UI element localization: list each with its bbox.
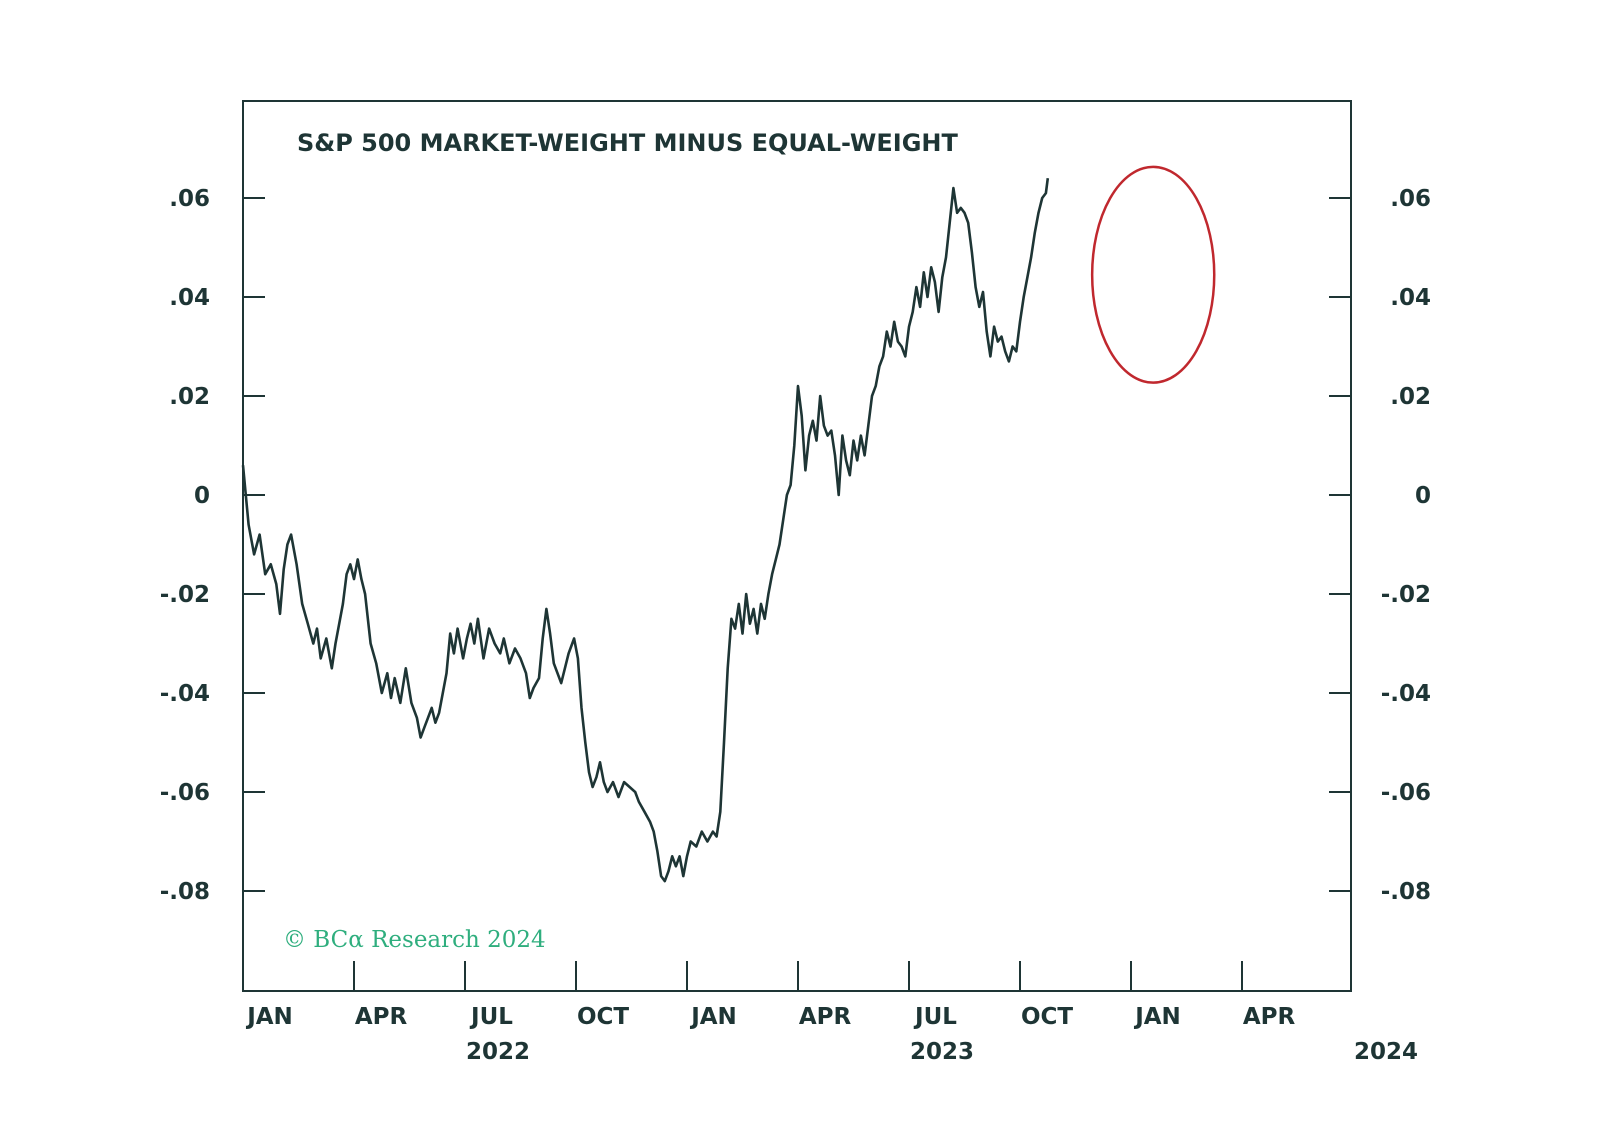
y-tick-label-left: .04 xyxy=(169,285,210,311)
year-label: 2022 xyxy=(466,1039,530,1065)
x-axis-ticks: JAN APR JUL OCT JAN APR JUL OCT JAN APR 2022 2023 20… xyxy=(242,961,1418,1065)
x-tick-label: JAN xyxy=(1133,1004,1181,1030)
x-tick-label: JAN xyxy=(689,1004,737,1030)
chart-title: S&P 500 MARKET-WEIGHT MINUS EQUAL-WEIGHT xyxy=(297,129,958,157)
y-tick-label-left: -.02 xyxy=(160,582,210,608)
y-tick-label-right: -.02 xyxy=(1381,582,1431,608)
y-tick-label-right: .02 xyxy=(1390,384,1431,410)
x-tick-label: JUL xyxy=(913,1004,957,1030)
x-tick-label: APR xyxy=(355,1004,408,1030)
year-label: 2024 xyxy=(1354,1039,1418,1065)
source-credit: © BCα Research 2024 xyxy=(283,927,546,953)
y-tick-label-right: 0 xyxy=(1415,483,1431,509)
y-tick-label-left: -.04 xyxy=(160,681,210,707)
y-tick-label-left: .02 xyxy=(169,384,210,410)
series-layer xyxy=(241,178,1050,883)
y-tick-label-right: .04 xyxy=(1390,285,1431,311)
y-tick-label-right: .06 xyxy=(1390,186,1431,212)
x-tick-label: OCT xyxy=(577,1004,629,1030)
y-tick-label-right: -.08 xyxy=(1381,879,1431,905)
y-tick-label-left: 0 xyxy=(194,483,210,509)
y-tick-label-left: -.08 xyxy=(160,879,210,905)
y-tick-label-left: -.06 xyxy=(160,780,210,806)
highlight-circle xyxy=(1090,165,1216,384)
y-tick-label-right: -.06 xyxy=(1381,780,1431,806)
x-tick-label: APR xyxy=(1243,1004,1296,1030)
y-tick-label-left: .06 xyxy=(169,186,210,212)
plot-frame xyxy=(242,100,1352,992)
x-tick-label: JUL xyxy=(469,1004,513,1030)
x-tick-label: OCT xyxy=(1021,1004,1073,1030)
x-tick-label: APR xyxy=(799,1004,852,1030)
y-axis-ticks: .06 .06 .04 .04 .02 .02 0 0 -.02 -.02 -.04 -.04 -.06… xyxy=(160,186,1431,905)
y-tick-label-right: -.04 xyxy=(1381,681,1431,707)
series-line-0 xyxy=(241,178,1050,883)
year-label: 2023 xyxy=(910,1039,974,1065)
x-tick-label: JAN xyxy=(245,1004,293,1030)
